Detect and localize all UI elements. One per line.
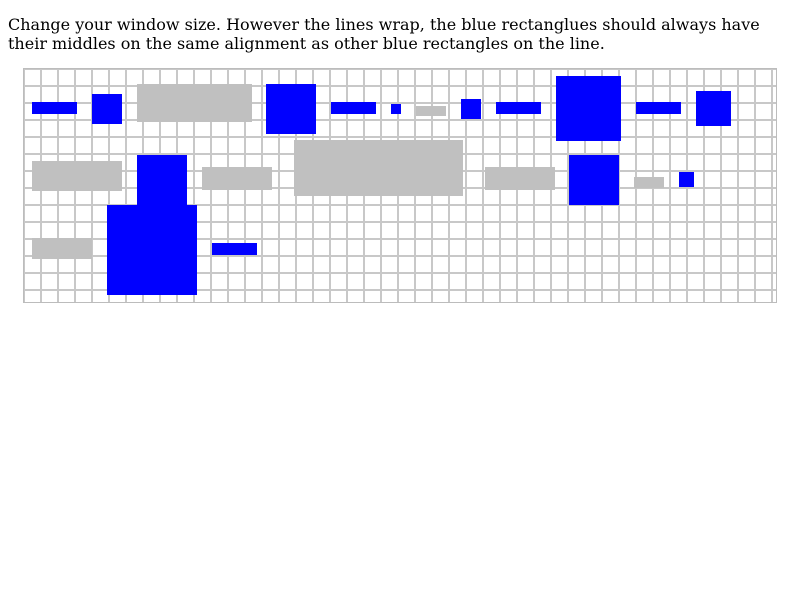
blue-rect [331,102,376,114]
blue-rect [212,243,257,255]
instructions-text: Change your window size. However the lin… [8,15,760,53]
blue-rect [461,99,481,119]
gray-rect [294,140,463,196]
gray-rect [485,167,555,190]
alignment-grid [23,68,777,303]
gray-rect [202,167,272,190]
blue-rect [569,155,619,205]
gray-rect [137,84,252,122]
blue-rect [391,104,401,114]
blue-rect [636,102,681,114]
blue-rect [556,76,621,141]
blue-rect [32,102,77,114]
gray-rect [32,161,122,191]
blue-rect [679,172,694,187]
blue-rect [696,91,731,126]
blue-rect [137,155,187,205]
gray-rect [32,238,92,259]
blue-rect [496,102,541,114]
gray-rect [416,106,446,116]
blue-rect [92,94,122,124]
blue-rect [266,84,316,134]
gray-rect [634,177,664,188]
blue-rect [107,205,197,295]
